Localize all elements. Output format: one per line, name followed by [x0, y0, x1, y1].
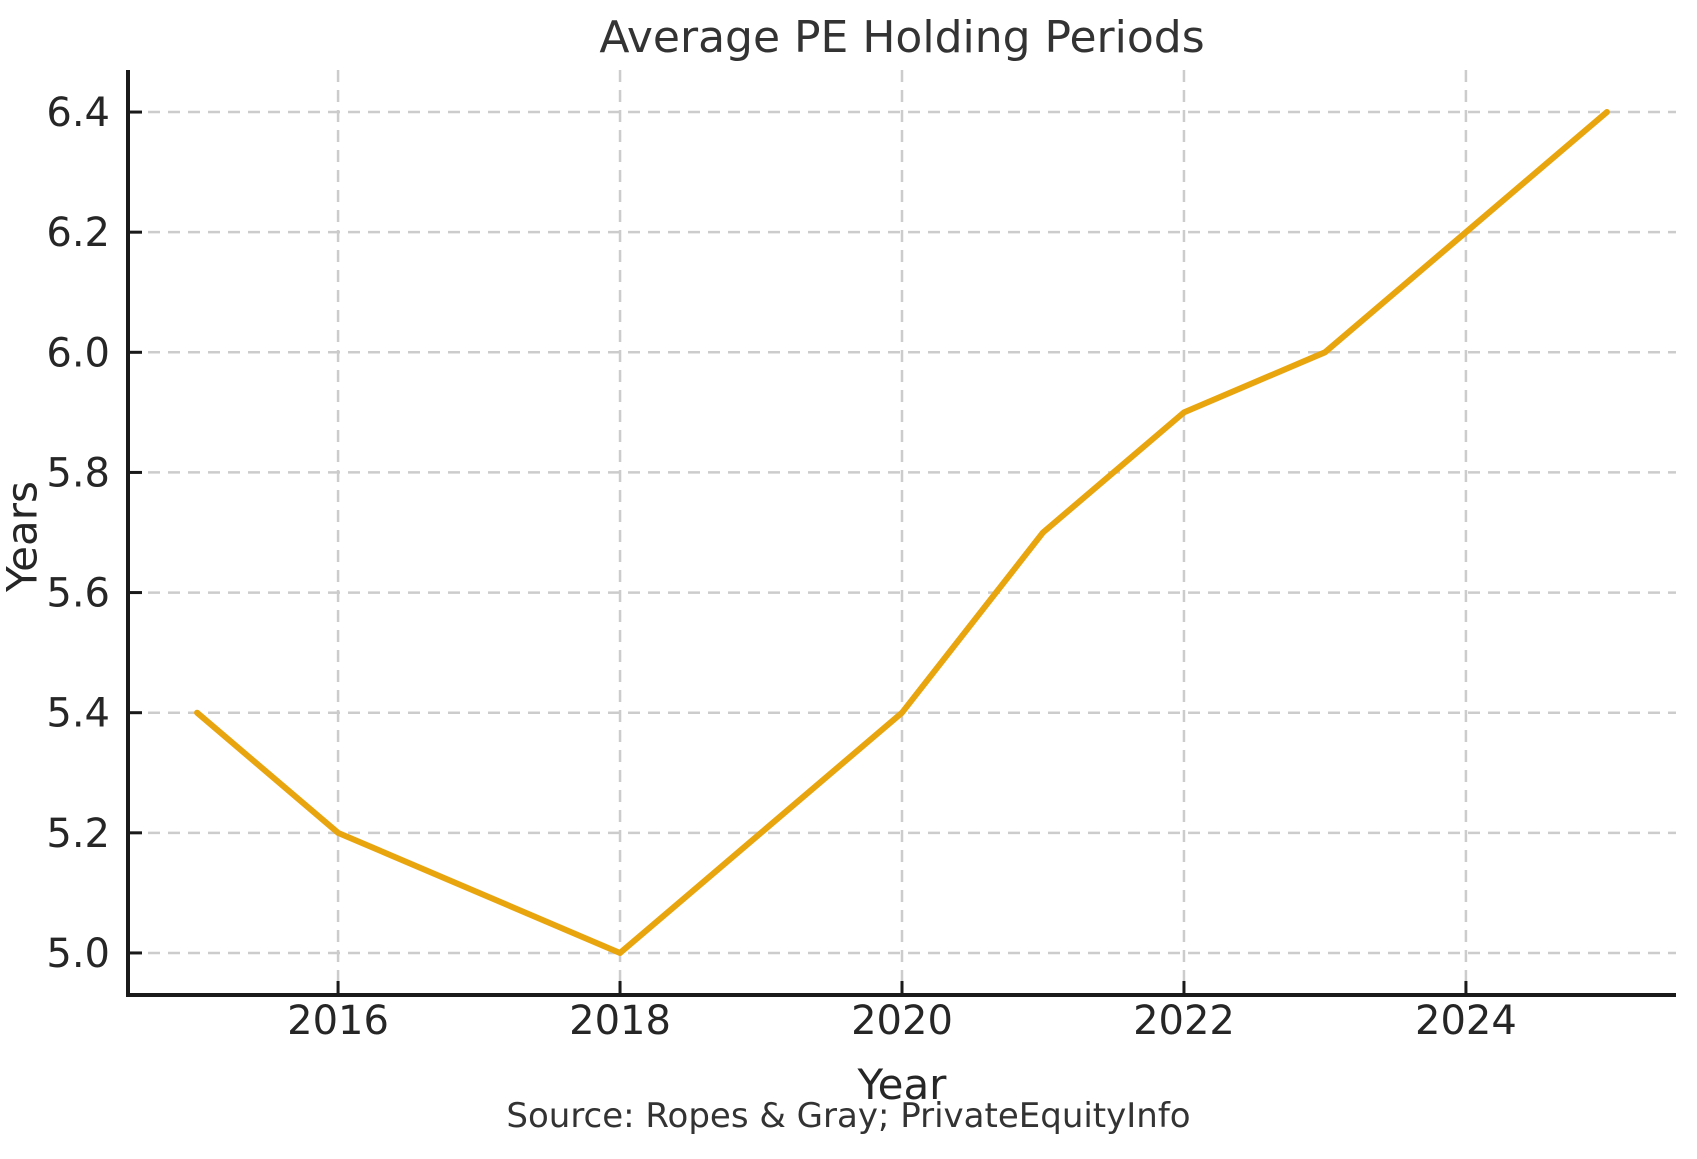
chart-title: Average PE Holding Periods — [599, 12, 1205, 63]
x-tick-label: 2018 — [569, 998, 671, 1044]
y-tick-label: 5.2 — [46, 811, 110, 857]
y-tick-label: 5.0 — [46, 931, 110, 977]
source-note: Source: Ropes & Gray; PrivateEquityInfo — [506, 1096, 1191, 1136]
y-tick-label: 5.8 — [46, 450, 110, 496]
y-tick-label: 5.6 — [46, 571, 110, 617]
x-axis-label: Year — [857, 1060, 947, 1109]
x-tick-label: 2016 — [287, 998, 389, 1044]
x-tick-label: 2022 — [1133, 998, 1235, 1044]
x-tick-label: 2020 — [851, 998, 953, 1044]
y-tick-label: 6.2 — [46, 210, 110, 256]
y-tick-label: 6.4 — [46, 90, 110, 136]
data-line — [194, 109, 1610, 956]
y-tick-label: 6.0 — [46, 330, 110, 376]
y-axis-label: Years — [0, 481, 47, 592]
y-tick-label: 5.4 — [46, 691, 110, 737]
x-tick-label: 2024 — [1415, 998, 1517, 1044]
